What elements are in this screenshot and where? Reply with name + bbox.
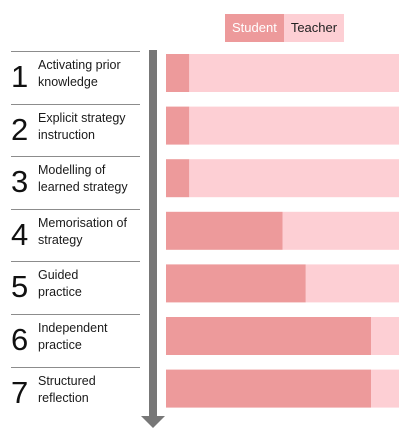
step-label: Structured reflection xyxy=(38,373,96,405)
step-4: 4 Memorisation of strategy xyxy=(11,208,140,262)
step-number: 7 xyxy=(11,374,29,410)
step-number: 4 xyxy=(11,216,29,252)
step-number: 6 xyxy=(11,321,29,357)
teacher-bar-5 xyxy=(305,264,399,303)
student-bar-6 xyxy=(166,317,371,355)
step-7: 7 Structured reflection xyxy=(11,366,140,420)
step-label: Guided practice xyxy=(38,268,82,300)
step-label: Activating prior knowledge xyxy=(38,58,121,89)
teacher-bar-1 xyxy=(189,54,399,92)
student-bar-5 xyxy=(166,264,306,303)
step-3: 3 Modelling of learned strategy xyxy=(11,156,140,209)
teacher-bar-6 xyxy=(371,317,399,355)
step-label: Explicit strategy instruction xyxy=(38,110,126,142)
step-number: 2 xyxy=(11,111,29,147)
step-number: 3 xyxy=(11,164,29,200)
teacher-bar-4 xyxy=(282,211,399,250)
step-6: 6 Independent practice xyxy=(11,313,140,367)
legend-student: Student xyxy=(225,14,284,42)
student-bar-7 xyxy=(166,369,371,408)
student-bar-4 xyxy=(166,211,283,250)
step-2: 2 Explicit strategy instruction xyxy=(11,103,140,157)
student-bar-2 xyxy=(166,106,190,145)
step-label: Independent practice xyxy=(38,320,108,352)
legend-teacher: Teacher xyxy=(283,14,345,42)
progression-arrow-icon xyxy=(141,50,165,428)
step-1: 1 Activating prior knowledge xyxy=(11,51,140,104)
teacher-bar-7 xyxy=(371,369,399,408)
step-label: Modelling of learned strategy xyxy=(38,163,128,195)
step-5: 5 Guided practice xyxy=(11,261,140,314)
step-label: Memorisation of strategy xyxy=(38,215,127,247)
teacher-bar-3 xyxy=(189,159,399,198)
step-number: 5 xyxy=(11,269,29,305)
student-bar-1 xyxy=(166,54,190,92)
student-bar-3 xyxy=(166,159,190,198)
step-list: 1 Activating prior knowledge 2 Explicit … xyxy=(11,51,140,419)
step-number: 1 xyxy=(11,59,29,94)
teacher-bar-2 xyxy=(189,106,399,145)
chart-legend: Student Teacher xyxy=(225,14,345,42)
